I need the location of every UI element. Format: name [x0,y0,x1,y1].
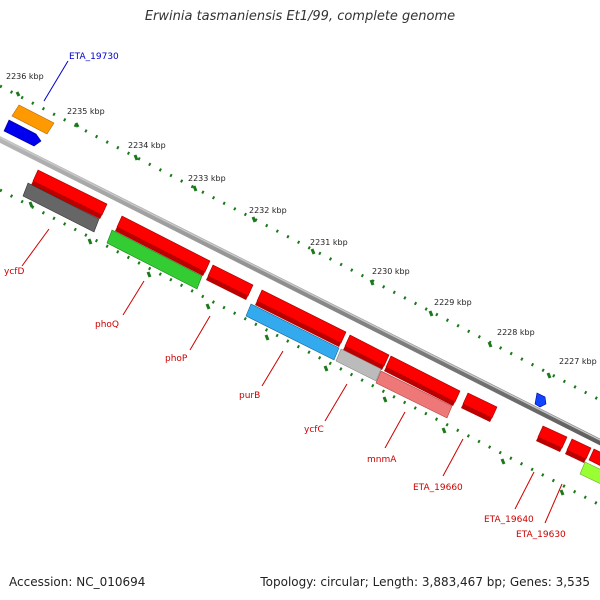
gene-label-eta-19730[interactable]: ETA_19730 [69,52,119,62]
phoq-green-gene[interactable] [106,229,203,290]
accession-text: Accession: NC_010694 [9,575,146,589]
eta-19660-shadow [461,404,492,422]
genome-backbone [0,136,600,446]
gene-label-mnma[interactable]: mnmA [367,455,397,465]
ycfc-red-shadow [343,346,384,370]
scale-label: 2236 kbp [6,72,44,81]
scale-label: 2231 kbp [310,238,348,247]
map-title: Erwinia tasmaniensis Et1/99, complete ge… [144,9,456,24]
eta-19630-leader [544,483,563,524]
scale-label: 2230 kbp [372,267,410,276]
eta-19660-leader [442,438,464,477]
purb-red-shadow [255,301,341,347]
eta-19640-leader [514,471,535,510]
gene-label-eta-19630[interactable]: ETA_19630 [516,530,566,540]
gray-gene[interactable] [22,182,100,233]
scale-label: 2227 kbp [559,357,597,366]
mnma-red-shadow [384,367,455,406]
inner-major-ticks [28,201,565,496]
purb-cyan-gene[interactable] [245,303,340,361]
purb-leader [261,350,284,387]
reverse-strand-features [22,169,600,486]
outer-major-ticks [15,91,552,379]
ycfd-gene-shadow [31,181,102,219]
genome-backbone-highlight [0,136,600,441]
forward-strand-features [3,104,547,408]
gene-label-purb[interactable]: purB [239,391,260,401]
blue-gene-arrow-small[interactable] [534,392,547,408]
gene-label-phoq[interactable]: phoQ [95,320,119,330]
phop-leader [189,315,211,351]
gene-label-eta-19660[interactable]: ETA_19660 [413,483,463,493]
blue-gene-arrow[interactable] [3,119,42,147]
scale-label: 2235 kbp [67,107,105,116]
outer-scale-dots [0,84,600,402]
inner-scale-dots [0,188,600,507]
gene-labels: ETA_19730 ycfD phoQ phoP purB ycfC mnmA … [4,52,566,540]
eta-19640-shadow [536,437,562,452]
edge-red-gene[interactable] [588,448,600,468]
edge-lime-gene[interactable] [579,461,600,486]
scale-label: 2232 kbp [249,206,287,215]
mnma-leader [384,411,406,449]
gene-label-ycfd[interactable]: ycfD [4,267,24,277]
orange-gene-block[interactable] [11,104,55,135]
scale-label: 2233 kbp [188,174,226,183]
ycfd-leader [21,228,50,267]
eta-19630-shadow [565,450,586,463]
eta-19730-leader [43,60,69,102]
genome-summary-text: Topology: circular; Length: 3,883,467 bp… [260,575,590,589]
label-leader-lines [21,60,563,524]
ycfc-leader [324,383,348,422]
scale-label: 2229 kbp [434,298,472,307]
gene-label-eta-19640[interactable]: ETA_19640 [484,515,534,525]
mnma-pink-gene[interactable] [375,370,453,419]
phoq-red-shadow [115,227,205,276]
phop-gene-shadow [206,276,248,300]
phoq-leader [122,280,145,316]
scale-labels: 2236 kbp 2235 kbp 2234 kbp 2233 kbp 2232… [6,72,597,366]
scale-label: 2234 kbp [128,141,166,150]
gene-label-ycfc[interactable]: ycfC [304,425,324,435]
ycfc-gray-gene[interactable] [335,348,382,382]
scale-label: 2228 kbp [497,328,535,337]
gene-label-phop[interactable]: phoP [165,354,188,364]
